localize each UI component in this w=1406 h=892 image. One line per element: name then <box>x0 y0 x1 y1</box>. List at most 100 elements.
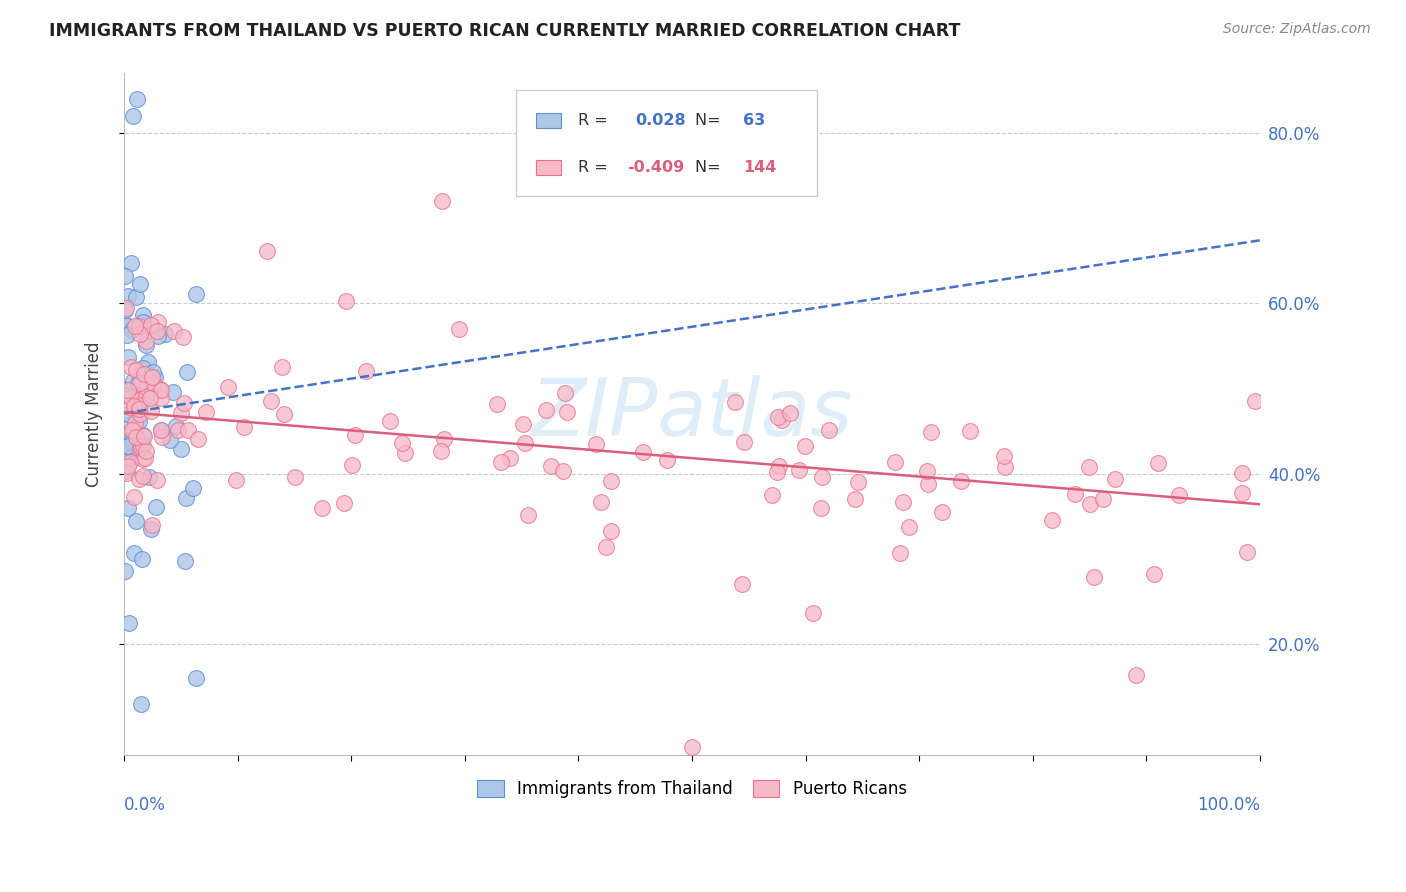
Point <box>139 522 162 536</box>
Point <box>993 449 1015 463</box>
Point <box>818 423 841 437</box>
Point <box>733 435 755 450</box>
Point <box>589 494 612 508</box>
Point <box>145 500 167 514</box>
Point <box>132 428 155 442</box>
Point <box>124 399 146 413</box>
Point <box>132 469 155 483</box>
Point <box>1232 466 1254 480</box>
Point <box>499 450 522 465</box>
Point <box>631 444 654 458</box>
Point <box>555 405 578 419</box>
Point <box>122 109 145 123</box>
Point <box>128 402 150 417</box>
Point <box>125 430 148 444</box>
Point <box>149 383 172 397</box>
Point <box>125 290 148 304</box>
Point <box>115 328 138 343</box>
Point <box>139 318 162 333</box>
Point <box>681 739 703 754</box>
Point <box>846 475 869 490</box>
Point <box>134 429 156 443</box>
Point <box>512 417 534 431</box>
Point <box>141 369 163 384</box>
Point <box>117 318 139 333</box>
Text: Source: ZipAtlas.com: Source: ZipAtlas.com <box>1223 22 1371 37</box>
Point <box>121 435 143 450</box>
Point <box>787 463 810 477</box>
Y-axis label: Currently Married: Currently Married <box>86 342 103 487</box>
Point <box>959 425 981 439</box>
Point <box>134 451 156 466</box>
Point <box>117 616 139 631</box>
Point <box>915 465 938 479</box>
Text: N=: N= <box>696 160 725 175</box>
Point <box>1230 485 1253 500</box>
Point <box>129 407 152 421</box>
Point <box>114 564 136 578</box>
Point <box>225 473 247 487</box>
Legend: Immigrants from Thailand, Puerto Ricans: Immigrants from Thailand, Puerto Ricans <box>471 773 914 805</box>
Point <box>380 414 402 428</box>
Point <box>128 472 150 486</box>
Point <box>121 431 143 445</box>
Point <box>118 451 141 466</box>
Point <box>187 432 209 446</box>
Point <box>117 288 139 302</box>
Text: 144: 144 <box>744 160 776 175</box>
Point <box>779 406 801 420</box>
Point <box>115 301 138 316</box>
Point <box>260 394 283 409</box>
Point <box>149 382 172 396</box>
Point <box>115 453 138 467</box>
Point <box>931 505 953 519</box>
Point <box>117 408 139 422</box>
Point <box>897 520 920 534</box>
Text: 0.0%: 0.0% <box>124 797 166 814</box>
Point <box>1244 394 1267 409</box>
Point <box>553 464 575 478</box>
Point <box>149 423 172 437</box>
Point <box>127 389 149 403</box>
Point <box>176 423 198 437</box>
Point <box>184 671 207 685</box>
Point <box>655 453 678 467</box>
Point <box>117 439 139 453</box>
Point <box>273 407 295 421</box>
Point <box>135 338 157 352</box>
Point <box>120 417 142 431</box>
Point <box>128 327 150 342</box>
Point <box>430 194 453 208</box>
Point <box>1083 570 1105 584</box>
Point <box>233 419 256 434</box>
Point <box>184 287 207 301</box>
Point <box>128 441 150 455</box>
Point <box>120 441 142 455</box>
Point <box>600 474 623 488</box>
Point <box>115 384 138 398</box>
Point <box>342 458 364 472</box>
Point <box>135 444 157 458</box>
FancyBboxPatch shape <box>537 160 561 175</box>
Point <box>117 384 139 398</box>
Point <box>1143 566 1166 581</box>
Point <box>135 379 157 393</box>
Point <box>994 459 1017 474</box>
Point <box>115 388 138 402</box>
Point <box>766 409 789 424</box>
Point <box>122 423 145 437</box>
Point <box>768 458 790 473</box>
Point <box>150 430 173 444</box>
Point <box>311 501 333 516</box>
Point <box>141 364 163 378</box>
Point <box>731 577 754 591</box>
Point <box>122 374 145 388</box>
Point <box>489 454 512 468</box>
Point <box>1168 488 1191 502</box>
Point <box>172 329 194 343</box>
Point <box>485 397 508 411</box>
Point <box>810 501 832 516</box>
Text: 63: 63 <box>744 113 765 128</box>
Text: R =: R = <box>578 113 613 128</box>
Point <box>883 455 905 469</box>
